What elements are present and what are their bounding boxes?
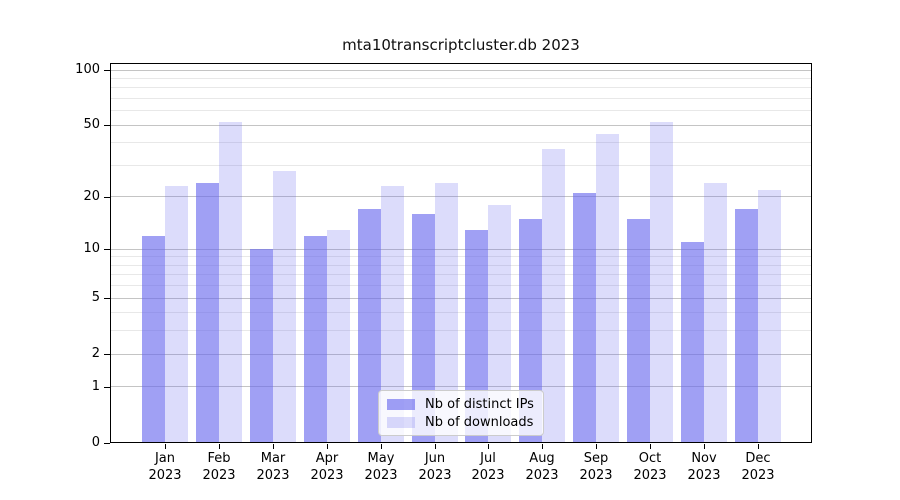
bar-distinct-ips [627, 219, 650, 443]
bar-downloads [758, 190, 781, 443]
bar-distinct-ips [519, 219, 542, 443]
x-tick-mark [542, 444, 543, 449]
y-tick-label: 50 [83, 117, 100, 132]
bar-distinct-ips [196, 183, 219, 443]
x-tick-mark [381, 444, 382, 449]
grid-line-major [110, 70, 812, 71]
bar-distinct-ips [304, 236, 327, 443]
bar-downloads [165, 186, 188, 443]
y-tick-label: 100 [75, 62, 100, 77]
grid-line-major [110, 125, 812, 126]
grid-line-major [110, 249, 812, 250]
grid-line-minor [110, 98, 812, 99]
grid-line-minor [110, 285, 812, 286]
grid-line-minor [110, 87, 812, 88]
x-tick-mark [758, 444, 759, 449]
legend-label-downloads: Nb of downloads [425, 414, 534, 430]
chart-title: mta10transcriptcluster.db 2023 [342, 36, 580, 54]
legend-swatch-downloads-icon [387, 416, 415, 428]
bar-downloads [327, 230, 350, 443]
bar-downloads [435, 183, 458, 443]
legend-entry-distinct-ips: Nb of distinct IPs [387, 397, 535, 412]
x-tick-label: Oct 2023 [633, 451, 667, 483]
y-tick-label: 20 [83, 189, 100, 204]
bar-distinct-ips [465, 230, 488, 443]
y-tick-mark [104, 197, 110, 198]
grid-line-major [110, 354, 812, 355]
grid-line-minor [110, 330, 812, 331]
x-tick-mark [327, 444, 328, 449]
grid-line-minor [110, 312, 812, 313]
bar-layer [110, 63, 812, 443]
y-tick-mark [104, 249, 110, 250]
y-tick-label: 1 [91, 379, 100, 394]
legend-label-distinct-ips: Nb of distinct IPs [425, 396, 534, 412]
y-tick-mark [104, 387, 110, 388]
legend: Nb of distinct IPs Nb of downloads [378, 390, 544, 436]
bar-distinct-ips [412, 214, 435, 443]
grid-line-minor [110, 142, 812, 143]
bar-downloads [542, 149, 565, 443]
x-tick-mark [435, 444, 436, 449]
y-tick-mark [104, 125, 110, 126]
x-tick-label: Apr 2023 [310, 451, 344, 483]
x-tick-mark [596, 444, 597, 449]
grid-layer [110, 63, 812, 443]
legend-entry-downloads: Nb of downloads [387, 415, 535, 430]
bar-downloads [273, 171, 296, 443]
x-tick-label: Nov 2023 [687, 451, 721, 483]
x-tick-mark [650, 444, 651, 449]
grid-line-major [110, 196, 812, 197]
bar-distinct-ips [358, 209, 381, 443]
x-tick-label: Jul 2023 [471, 451, 505, 483]
x-tick-label: Jun 2023 [418, 451, 452, 483]
bar-downloads [596, 134, 619, 443]
bar-distinct-ips [681, 242, 704, 443]
x-tick-label: Mar 2023 [256, 451, 290, 483]
bar-downloads [381, 186, 404, 443]
grid-line-major [110, 298, 812, 299]
grid-line-minor [110, 78, 812, 79]
y-tick-label: 5 [91, 290, 100, 305]
x-tick-label: Jan 2023 [148, 451, 182, 483]
grid-line-minor [110, 110, 812, 111]
y-tick-mark [104, 298, 110, 299]
bar-downloads [650, 122, 673, 443]
y-tick-label: 2 [91, 346, 100, 361]
legend-swatch-distinct-ips-icon [387, 398, 415, 410]
x-tick-label: Dec 2023 [741, 451, 775, 483]
x-tick-label: May 2023 [364, 451, 398, 483]
y-tick-label: 0 [91, 435, 100, 450]
grid-line-minor [110, 274, 812, 275]
y-tick-mark [104, 354, 110, 355]
y-tick-label: 10 [83, 241, 100, 256]
bar-downloads [219, 122, 242, 443]
bar-distinct-ips [250, 249, 273, 443]
x-tick-mark [219, 444, 220, 449]
y-tick-mark [104, 70, 110, 71]
x-tick-label: Feb 2023 [202, 451, 236, 483]
grid-line-minor [110, 256, 812, 257]
x-tick-mark [488, 444, 489, 449]
x-tick-label: Sep 2023 [579, 451, 613, 483]
grid-line-major [110, 386, 812, 387]
bar-downloads [488, 205, 511, 443]
x-tick-mark [704, 444, 705, 449]
bar-distinct-ips [142, 236, 165, 443]
x-tick-mark [165, 444, 166, 449]
bar-downloads [704, 183, 727, 443]
x-tick-label: Aug 2023 [525, 451, 559, 483]
grid-line-minor [110, 165, 812, 166]
y-tick-mark [104, 443, 110, 444]
bar-distinct-ips [735, 209, 758, 443]
bar-distinct-ips [573, 193, 596, 443]
grid-line-minor [110, 265, 812, 266]
x-tick-mark [273, 444, 274, 449]
